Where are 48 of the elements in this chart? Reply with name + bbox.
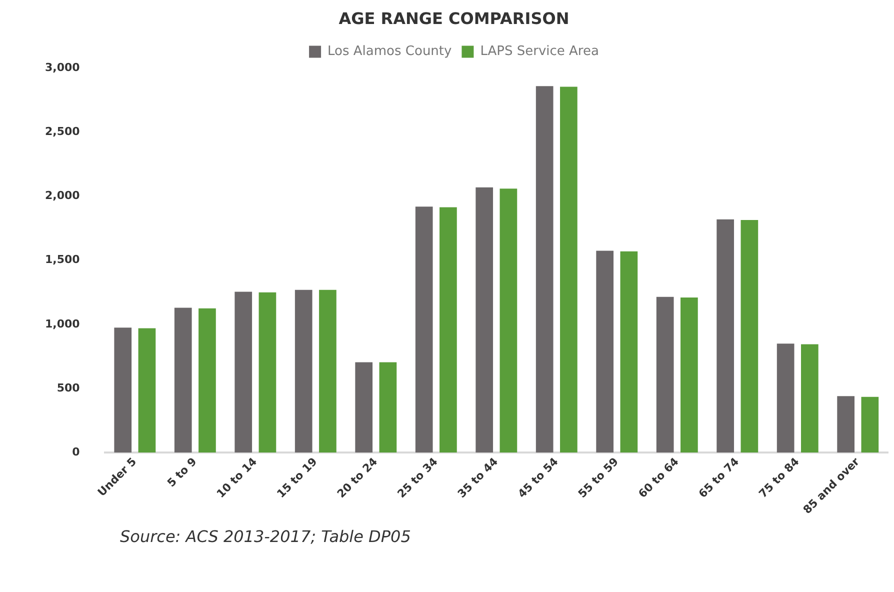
bar bbox=[596, 250, 614, 453]
x-tick-label: 60 to 64 bbox=[636, 454, 682, 500]
bar bbox=[837, 396, 855, 453]
bar bbox=[258, 292, 276, 453]
x-tick-label: 25 to 34 bbox=[394, 454, 441, 500]
bar bbox=[680, 298, 698, 453]
bar bbox=[620, 251, 638, 453]
bar bbox=[536, 86, 554, 453]
source-note: Source: ACS 2013-2017; Table DP05 bbox=[120, 527, 411, 546]
x-tick-label: 55 to 59 bbox=[576, 455, 622, 500]
bar bbox=[560, 86, 578, 453]
legend-label: Los Alamos County bbox=[328, 44, 452, 60]
bar bbox=[656, 296, 674, 453]
bar bbox=[801, 344, 818, 453]
bar bbox=[114, 328, 132, 453]
bar bbox=[198, 308, 216, 453]
x-tick-label: 15 to 19 bbox=[274, 455, 320, 500]
bar bbox=[415, 206, 433, 453]
legend-label: LAPS Service Area bbox=[480, 44, 599, 60]
bar bbox=[861, 396, 879, 453]
y-tick-label: 2,000 bbox=[44, 189, 80, 202]
x-tick-label: 5 to 9 bbox=[164, 455, 200, 490]
x-tick-label: 35 to 44 bbox=[455, 454, 501, 500]
bar bbox=[716, 219, 734, 453]
y-tick-label: 0 bbox=[72, 445, 80, 458]
x-tick-label: 65 to 74 bbox=[696, 454, 742, 500]
y-tick-label: 500 bbox=[56, 381, 80, 394]
bar bbox=[355, 362, 373, 453]
x-tick-label: 20 to 24 bbox=[334, 454, 380, 500]
y-tick-label: 1,000 bbox=[44, 317, 80, 330]
bar bbox=[500, 188, 518, 453]
y-tick-label: 2,500 bbox=[44, 125, 80, 138]
bar bbox=[294, 290, 312, 453]
x-tick-label: 10 to 14 bbox=[214, 454, 260, 500]
bar bbox=[174, 308, 192, 453]
bar bbox=[440, 207, 457, 453]
bar bbox=[234, 292, 252, 453]
x-tick-label: 45 to 54 bbox=[515, 454, 562, 500]
y-tick-label: 1,500 bbox=[44, 253, 80, 266]
bar bbox=[319, 290, 336, 453]
y-tick-label: 3,000 bbox=[44, 61, 80, 74]
bar bbox=[740, 220, 758, 453]
x-tick-label: 75 to 84 bbox=[756, 454, 802, 500]
bar bbox=[476, 187, 494, 453]
bar bbox=[379, 362, 397, 453]
chart-title: AGE RANGE COMPARISON bbox=[338, 8, 570, 28]
bar bbox=[138, 328, 156, 453]
bar bbox=[776, 344, 794, 453]
